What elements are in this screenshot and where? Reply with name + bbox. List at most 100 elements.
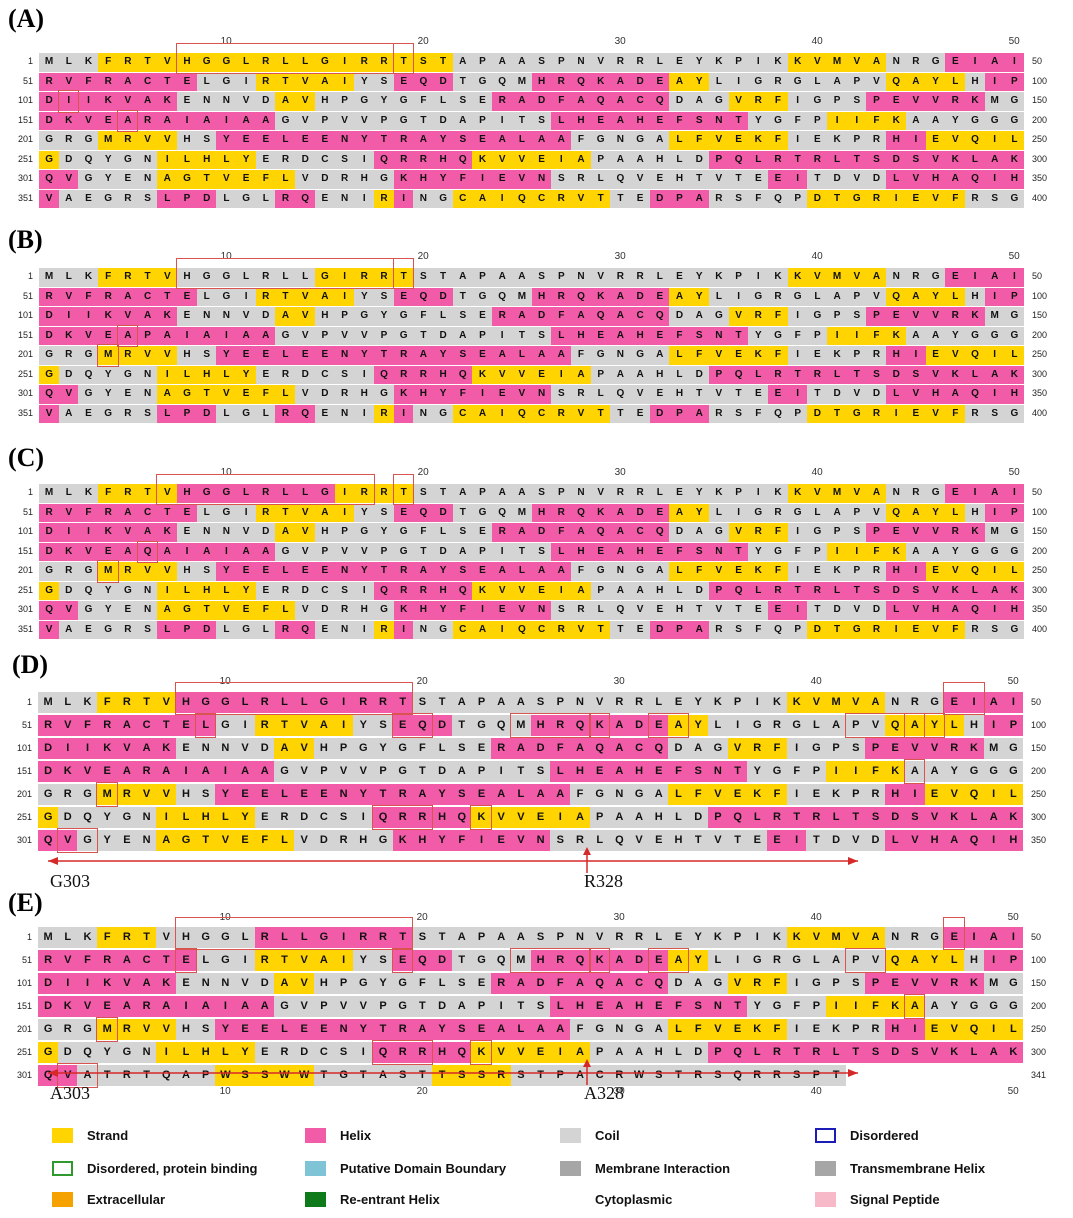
residue: D	[531, 307, 552, 326]
residue: D	[433, 326, 454, 345]
residue: D	[629, 715, 650, 736]
residue: V	[117, 307, 138, 326]
residue: E	[531, 581, 552, 600]
residue: V	[295, 170, 316, 189]
residue: G	[630, 131, 651, 150]
residue: L	[157, 404, 178, 423]
residue: E	[589, 761, 610, 782]
residue: I	[786, 738, 807, 759]
residue: Y	[98, 170, 119, 189]
residue: H	[175, 1019, 197, 1040]
arrow-head	[848, 857, 858, 865]
residue: K	[589, 950, 610, 971]
residue: K	[97, 738, 118, 759]
residue: I	[984, 503, 1005, 522]
residue: R	[944, 973, 965, 994]
residue: H	[413, 601, 434, 620]
ruler-bottom-tick-label: 40	[810, 1086, 822, 1097]
residue: P	[471, 761, 492, 782]
residue: R	[905, 484, 926, 503]
mutation-label-right: A328	[584, 1083, 624, 1103]
residue: S	[196, 346, 217, 365]
residue: G	[806, 738, 827, 759]
residue: K	[58, 542, 79, 561]
residue: T	[274, 950, 295, 971]
residue: K	[1004, 365, 1025, 384]
residue: V	[156, 784, 177, 805]
residue: L	[176, 150, 198, 169]
residue: R	[413, 581, 434, 600]
residue: Q	[412, 715, 433, 736]
residue: T	[157, 72, 178, 91]
residue: L	[295, 268, 316, 287]
residue: V	[58, 170, 79, 189]
residue: P	[845, 784, 866, 805]
residue: R	[274, 1042, 295, 1063]
residue: R	[766, 715, 788, 736]
residue: E	[176, 287, 198, 306]
residue: G	[392, 738, 413, 759]
residue: G	[708, 92, 729, 111]
row-end-number: 350	[1031, 834, 1047, 845]
residue: P	[373, 326, 395, 345]
residue: G	[748, 72, 769, 91]
residue: T	[530, 1065, 551, 1086]
residue: A	[275, 307, 296, 326]
residue: H	[313, 738, 334, 759]
residue: G	[78, 346, 99, 365]
residue: G	[117, 365, 138, 384]
residue: P	[373, 111, 395, 130]
residue: T	[807, 601, 828, 620]
residue: E	[78, 189, 99, 208]
residue: E	[905, 620, 926, 639]
residue: Y	[353, 715, 374, 736]
residue: Q	[964, 170, 986, 189]
residue: E	[78, 620, 99, 639]
residue: R	[393, 365, 414, 384]
residue: A	[117, 542, 138, 561]
residue: Y	[98, 581, 119, 600]
row-end-number: 300	[1032, 584, 1048, 595]
row-end-number: 150	[1031, 742, 1047, 753]
legend-item: Cytoplasmic	[560, 1188, 672, 1210]
residue: R	[254, 692, 275, 713]
residue: P	[866, 92, 887, 111]
residue: G	[196, 268, 217, 287]
residue: I	[748, 53, 769, 72]
residue: F	[866, 326, 887, 345]
residue: R	[569, 830, 591, 851]
residue: G	[215, 715, 236, 736]
residue: F	[689, 346, 710, 365]
residue: Q	[156, 1065, 177, 1086]
residue: K	[787, 484, 808, 503]
residue: R	[97, 715, 118, 736]
residue: I	[333, 950, 354, 971]
residue: V	[846, 385, 867, 404]
residue: D	[39, 326, 60, 345]
residue: R	[97, 950, 118, 971]
residue: Y	[945, 326, 966, 345]
residue: H	[530, 715, 551, 736]
residue: V	[354, 111, 375, 130]
residue: T	[433, 484, 454, 503]
residue: R	[865, 784, 886, 805]
residue: M	[511, 287, 532, 306]
residue: V	[236, 92, 257, 111]
residue: G	[38, 1019, 59, 1040]
residue: A	[905, 503, 926, 522]
residue: D	[39, 307, 60, 326]
residue: P	[1004, 503, 1025, 522]
residue: Y	[432, 830, 453, 851]
residue: F	[767, 92, 789, 111]
residue: S	[530, 761, 551, 782]
residue: R	[550, 715, 571, 736]
residue: V	[117, 92, 138, 111]
residue: K	[767, 53, 789, 72]
residue: R	[116, 1065, 137, 1086]
residue: E	[175, 738, 197, 759]
residue: Y	[215, 1019, 236, 1040]
residue: M	[826, 692, 847, 713]
residue: R	[136, 996, 157, 1017]
residue: Q	[491, 950, 512, 971]
residue: P	[708, 150, 729, 169]
